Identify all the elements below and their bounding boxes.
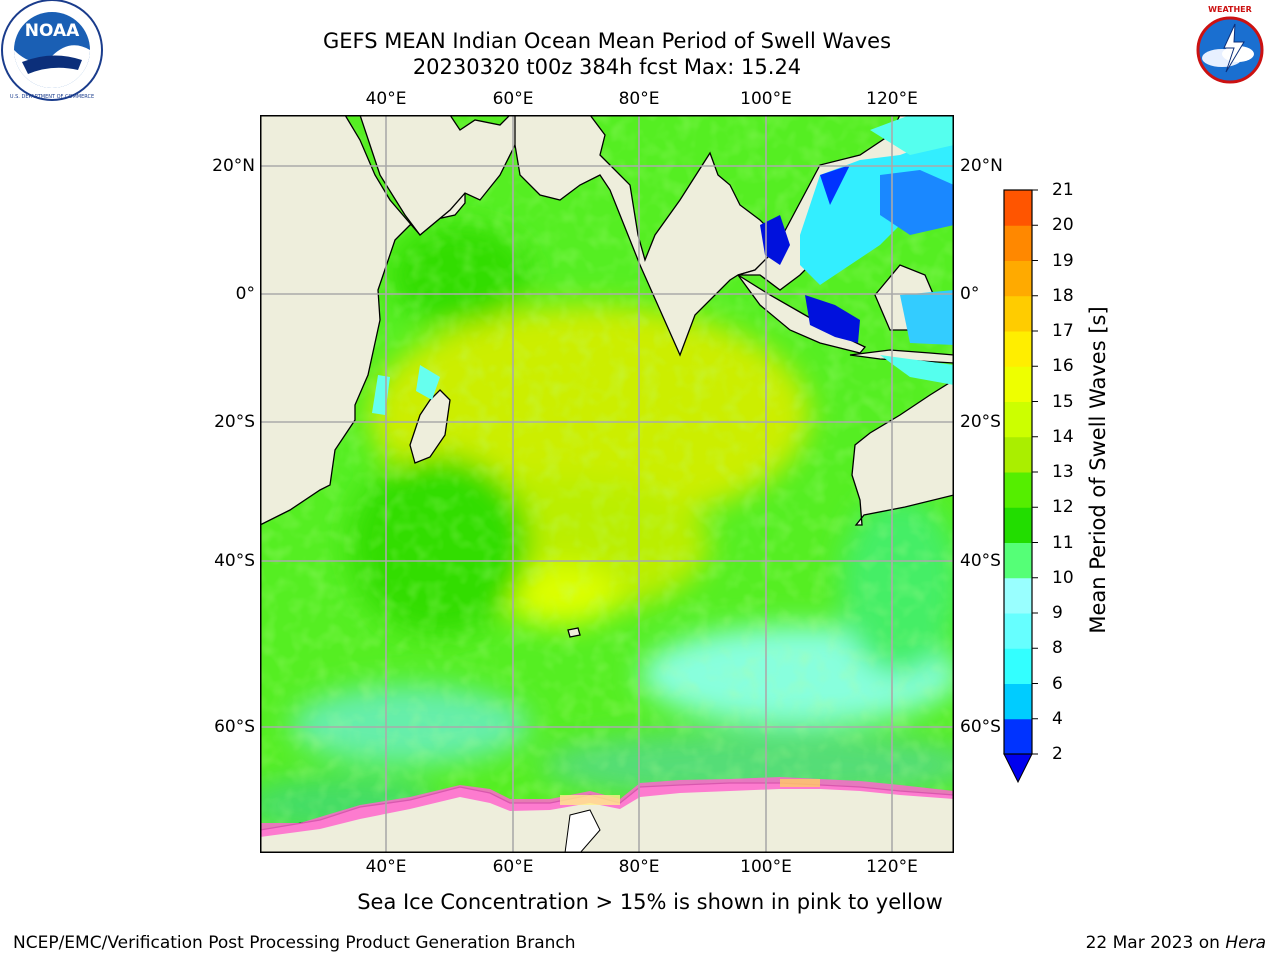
lat-label-left: 40°S bbox=[214, 551, 255, 571]
colorbar-tick-label: 11 bbox=[1052, 532, 1074, 553]
colorbar-bin bbox=[1004, 472, 1032, 508]
colorbar-bin bbox=[1004, 260, 1032, 297]
svg-text:U.S. DEPARTMENT OF COMMERCE: U.S. DEPARTMENT OF COMMERCE bbox=[10, 94, 94, 100]
lon-label-bottom: 100°E bbox=[740, 857, 792, 877]
lat-label-left: 0° bbox=[235, 284, 255, 304]
colorbar-bin bbox=[1004, 295, 1032, 332]
colorbar-tick-label: 4 bbox=[1052, 708, 1063, 729]
footer-credit: NCEP/EMC/Verification Post Processing Pr… bbox=[13, 933, 576, 953]
lat-label-left: 20°S bbox=[214, 412, 255, 432]
footer-date: 22 Mar 2023 on Hera bbox=[1086, 933, 1266, 953]
chart-subtitle: 20230320 t00z 384h fcst Max: 15.24 bbox=[412, 55, 802, 79]
colorbar-bin bbox=[1004, 648, 1032, 684]
colorbar-tick-label: 9 bbox=[1052, 603, 1063, 623]
lat-label-right: 0° bbox=[960, 284, 980, 304]
lon-label-bottom: 120°E bbox=[866, 857, 918, 877]
colorbar-tick-label: 17 bbox=[1052, 321, 1074, 341]
low-period-seas bbox=[760, 115, 954, 385]
colorbar-bin bbox=[1004, 401, 1032, 438]
lat-label-right: 20°S bbox=[960, 412, 1001, 432]
colorbar-bin bbox=[1004, 577, 1032, 614]
lon-label-bottom: 60°E bbox=[492, 857, 534, 877]
colorbar-tick-label: 14 bbox=[1052, 426, 1074, 447]
colorbar-bin bbox=[1004, 683, 1032, 720]
svg-text:NOAA: NOAA bbox=[25, 21, 80, 41]
colorbar-tick-label: 21 bbox=[1052, 180, 1074, 200]
land-kerguelen bbox=[567, 627, 581, 638]
colorbar-tick-label: 18 bbox=[1052, 285, 1074, 306]
colorbar-extend-arrow bbox=[1003, 753, 1033, 784]
lat-label-left: 20°N bbox=[212, 156, 255, 176]
lat-label-left: 60°S bbox=[214, 717, 255, 737]
colorbar-label: Mean Period of Swell Waves [s] bbox=[1086, 306, 1110, 634]
chart-title: GEFS MEAN Indian Ocean Mean Period of Sw… bbox=[322, 29, 892, 53]
lat-label-right: 40°S bbox=[960, 551, 1001, 571]
noaa-logo: NOAA U.S. DEPARTMENT OF COMMERCE bbox=[1, 0, 103, 101]
land-madagascar bbox=[409, 389, 451, 464]
colorbar-tick-label: 8 bbox=[1052, 638, 1063, 659]
nws-logo: WEATHER bbox=[1184, 4, 1276, 96]
colorbar-bin bbox=[1004, 718, 1032, 755]
colorbar-tick-label: 13 bbox=[1052, 462, 1074, 482]
colorbar-bin bbox=[1004, 331, 1032, 367]
colorbar-bin bbox=[1004, 366, 1032, 402]
lat-label-right: 20°N bbox=[960, 156, 1003, 176]
map-panel bbox=[260, 115, 954, 853]
colorbar-tick-label: 15 bbox=[1052, 391, 1074, 412]
lon-label-top: 40°E bbox=[365, 89, 407, 109]
colorbar-bin bbox=[1004, 190, 1032, 226]
colorbar-tick-label: 12 bbox=[1052, 497, 1074, 518]
lat-label-right: 60°S bbox=[960, 717, 1001, 737]
colorbar-bin bbox=[1004, 436, 1032, 473]
lon-label-bottom: 80°E bbox=[618, 857, 660, 877]
colorbar-tick-label: 19 bbox=[1052, 250, 1074, 271]
land-australia bbox=[851, 379, 954, 526]
colorbar-bin bbox=[1004, 613, 1032, 649]
graticule bbox=[260, 115, 954, 853]
lon-label-bottom: 40°E bbox=[365, 857, 407, 877]
sea-ice bbox=[260, 777, 954, 837]
colorbar-tick-label: 10 bbox=[1052, 567, 1074, 588]
colorbar bbox=[1003, 189, 1038, 784]
colorbar-tick-label: 2 bbox=[1052, 744, 1063, 764]
caption: Sea Ice Concentration > 15% is shown in … bbox=[357, 890, 943, 914]
colorbar-tick-label: 6 bbox=[1052, 673, 1063, 694]
svg-text:WEATHER: WEATHER bbox=[1208, 5, 1252, 14]
colorbar-tick-label: 16 bbox=[1052, 356, 1074, 377]
lon-label-top: 60°E bbox=[492, 89, 534, 109]
colorbar-bin bbox=[1004, 542, 1032, 579]
lon-label-top: 80°E bbox=[618, 89, 660, 109]
land-arabia bbox=[359, 115, 521, 236]
lon-label-top: 120°E bbox=[866, 89, 918, 109]
colorbar-tick-label: 20 bbox=[1052, 215, 1074, 236]
colorbar-bin bbox=[1004, 507, 1032, 543]
footer-date-text: 22 Mar 2023 on bbox=[1085, 933, 1226, 953]
lon-label-top: 100°E bbox=[740, 89, 792, 109]
footer-host: Hera bbox=[1225, 933, 1266, 953]
colorbar-bin bbox=[1004, 225, 1032, 261]
